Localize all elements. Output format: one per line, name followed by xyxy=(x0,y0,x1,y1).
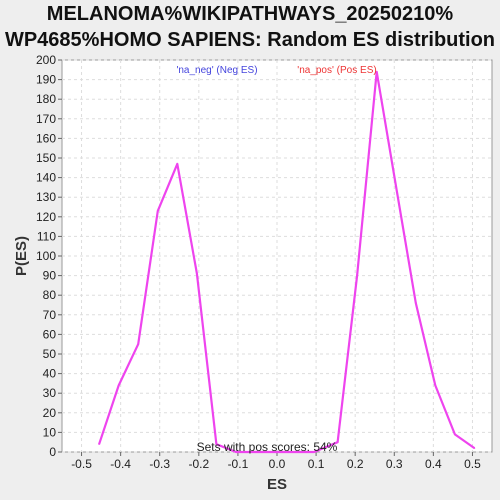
y-tick-label: 60 xyxy=(43,327,57,341)
y-tick-label: 90 xyxy=(43,269,57,283)
x-tick-label: 0.0 xyxy=(269,457,286,471)
x-tick-label: 0.5 xyxy=(464,457,481,471)
legend-entry: 'na_pos' (Pos ES) xyxy=(297,65,376,76)
y-tick-label: 120 xyxy=(36,210,56,224)
series-point xyxy=(395,187,397,189)
x-tick-label: 0.2 xyxy=(347,457,364,471)
y-tick-label: 10 xyxy=(43,425,57,439)
series-point xyxy=(474,447,476,449)
series-point xyxy=(196,273,198,275)
y-tick-label: 200 xyxy=(36,53,56,67)
y-tick-label: 130 xyxy=(36,190,56,204)
y-tick-label: 150 xyxy=(36,151,56,165)
y-tick-label: 80 xyxy=(43,288,57,302)
x-tick-label: 0.3 xyxy=(386,457,403,471)
y-tick-label: 20 xyxy=(43,406,57,420)
x-tick-label: -0.1 xyxy=(228,457,249,471)
y-tick-label: 170 xyxy=(36,112,56,126)
x-tick-label: -0.3 xyxy=(149,457,170,471)
series-point xyxy=(435,385,437,387)
pos-scores-annotation: Sets with pos scores: 54% xyxy=(197,440,338,454)
y-tick-label: 30 xyxy=(43,386,57,400)
series-point xyxy=(118,385,120,387)
x-axis-title: ES xyxy=(267,476,287,493)
y-tick-label: 0 xyxy=(49,445,56,459)
y-tick-label: 50 xyxy=(43,347,57,361)
series-point xyxy=(454,434,456,436)
x-tick-label: -0.5 xyxy=(71,457,92,471)
y-tick-label: 100 xyxy=(36,249,56,263)
series-point xyxy=(137,343,139,345)
x-tick-label: 0.4 xyxy=(425,457,442,471)
series-point xyxy=(157,210,159,212)
series-point xyxy=(356,275,358,277)
series-point xyxy=(98,443,100,445)
x-tick-label: 0.1 xyxy=(308,457,325,471)
legend-entry: 'na_neg' (Neg ES) xyxy=(176,65,257,76)
y-tick-label: 180 xyxy=(36,92,56,106)
x-tick-label: -0.4 xyxy=(110,457,131,471)
series-point xyxy=(177,163,179,165)
series-point xyxy=(415,302,417,304)
y-tick-label: 110 xyxy=(37,229,56,243)
y-tick-label: 40 xyxy=(43,367,57,381)
plot-area xyxy=(62,60,492,452)
y-tick-label: 160 xyxy=(36,131,56,145)
y-tick-label: 70 xyxy=(43,308,57,322)
y-tick-label: 190 xyxy=(36,73,56,87)
x-tick-label: -0.2 xyxy=(188,457,209,471)
y-axis-title: P(ES) xyxy=(13,236,30,276)
y-tick-label: 140 xyxy=(36,171,56,185)
